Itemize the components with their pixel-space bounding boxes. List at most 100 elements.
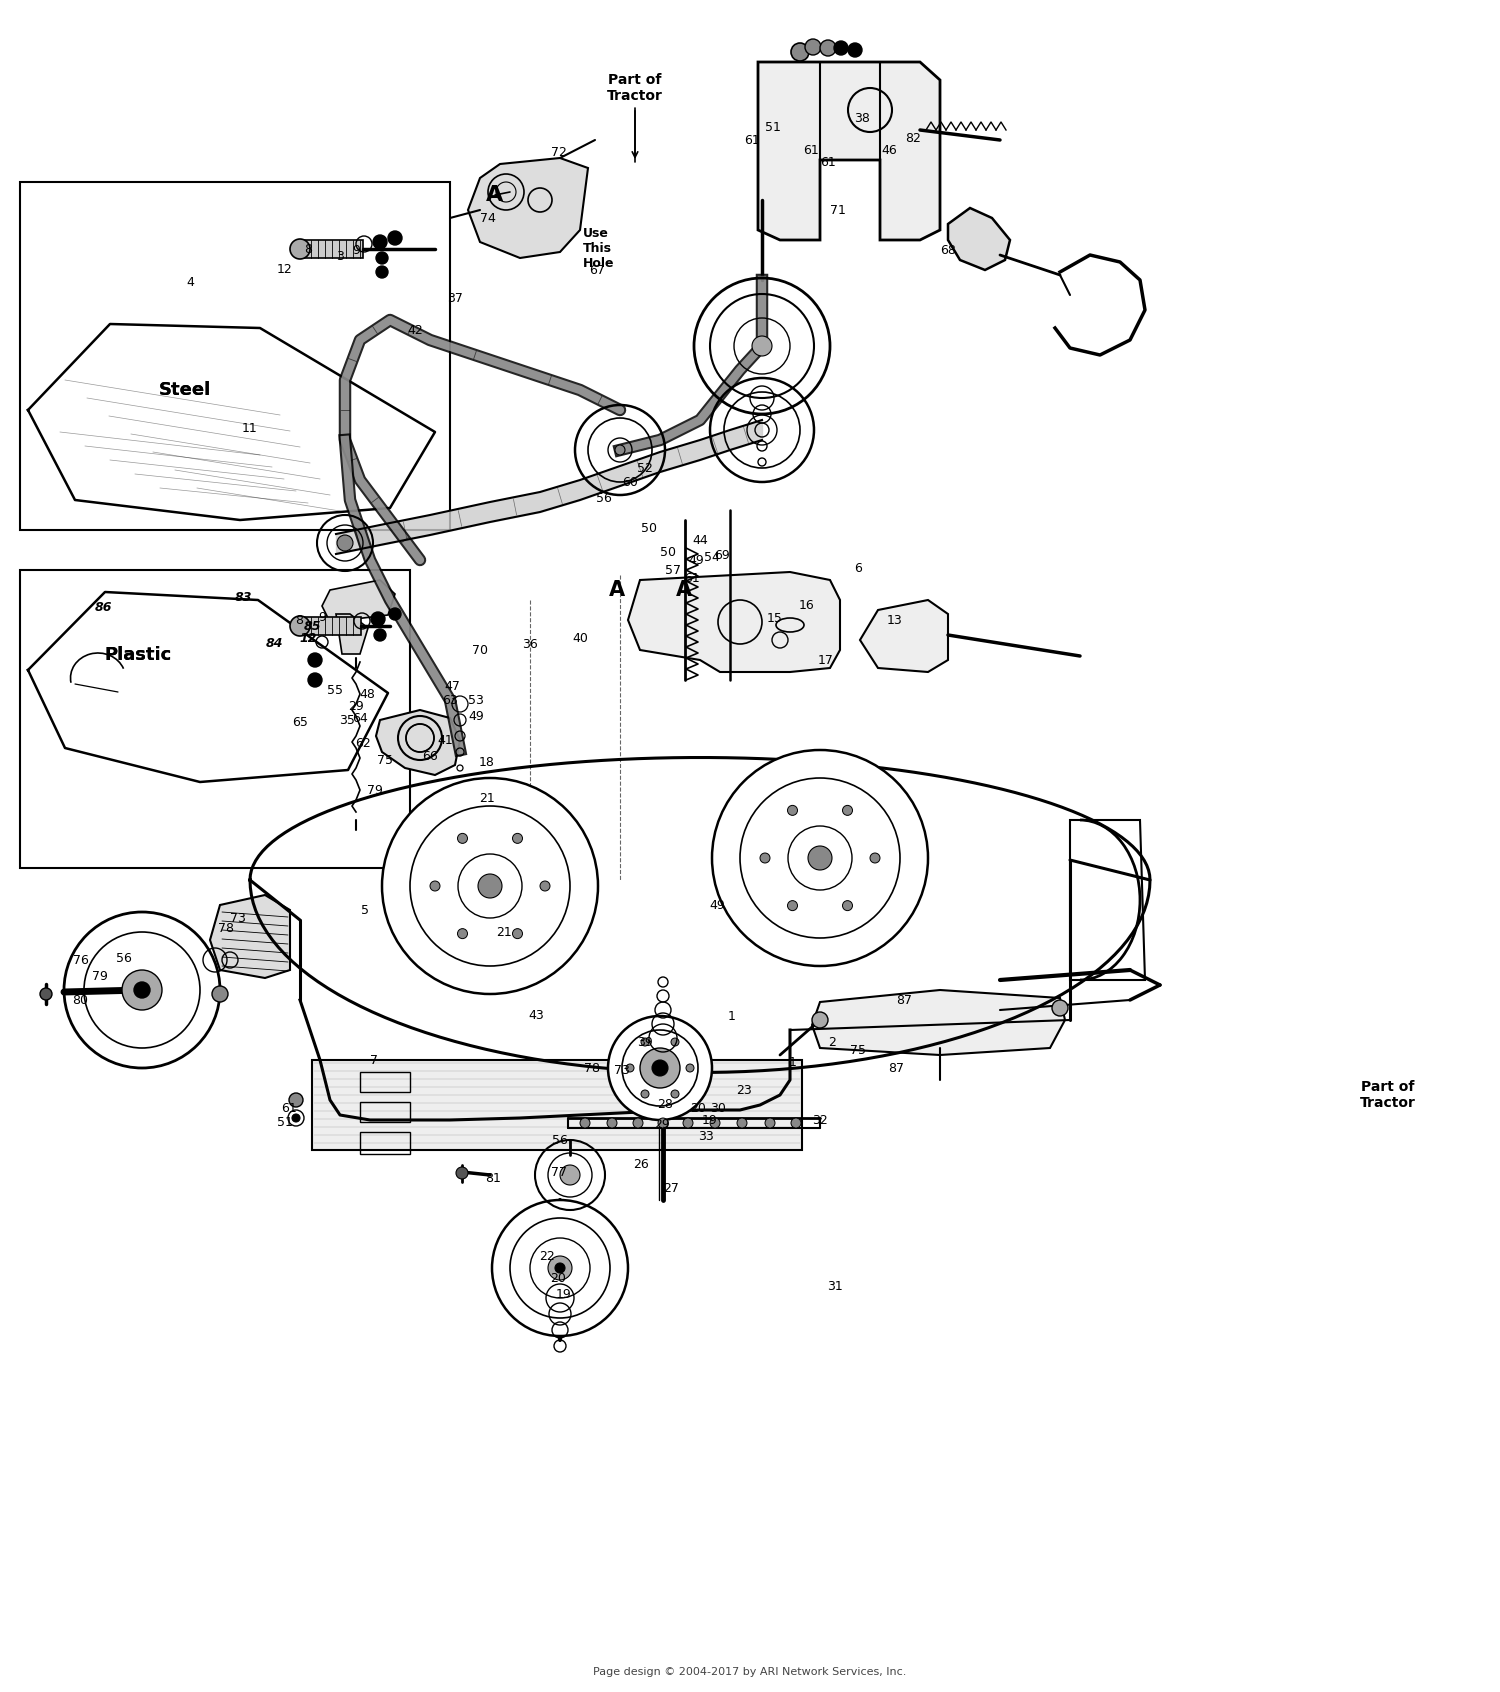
Text: 62: 62 <box>356 736 370 750</box>
Circle shape <box>834 41 848 56</box>
Text: 13: 13 <box>886 614 903 626</box>
Polygon shape <box>628 572 840 672</box>
Text: Plastic: Plastic <box>105 646 171 663</box>
Text: 39: 39 <box>638 1036 652 1049</box>
Text: 20: 20 <box>690 1101 706 1115</box>
Text: 9: 9 <box>352 244 360 257</box>
Text: 32: 32 <box>812 1113 828 1127</box>
Circle shape <box>608 1015 712 1120</box>
Text: 33: 33 <box>698 1130 714 1142</box>
Polygon shape <box>210 895 290 978</box>
Text: 54: 54 <box>704 550 720 563</box>
Circle shape <box>134 981 150 998</box>
Text: 29: 29 <box>348 699 364 712</box>
Circle shape <box>821 41 836 56</box>
Text: 70: 70 <box>472 643 488 656</box>
Text: 66: 66 <box>422 750 438 763</box>
Circle shape <box>640 1037 650 1046</box>
Circle shape <box>658 1118 668 1129</box>
Circle shape <box>580 1118 590 1129</box>
Circle shape <box>752 337 772 355</box>
Circle shape <box>548 1255 572 1281</box>
Circle shape <box>308 673 322 687</box>
Text: 42: 42 <box>406 323 423 337</box>
Bar <box>360 1073 410 1091</box>
Circle shape <box>478 875 502 898</box>
Text: 9: 9 <box>318 611 326 623</box>
Circle shape <box>382 778 598 993</box>
Circle shape <box>122 970 162 1010</box>
Text: 55: 55 <box>327 684 344 697</box>
Text: 36: 36 <box>522 638 538 650</box>
Circle shape <box>870 853 880 863</box>
Text: 12: 12 <box>278 262 292 276</box>
Circle shape <box>513 929 522 939</box>
Text: 19: 19 <box>556 1288 572 1301</box>
Circle shape <box>40 988 53 1000</box>
Circle shape <box>615 445 626 455</box>
Circle shape <box>843 805 852 816</box>
Text: 69: 69 <box>714 548 730 562</box>
Text: 53: 53 <box>468 694 484 707</box>
Circle shape <box>760 853 770 863</box>
Text: Plastic: Plastic <box>105 646 171 663</box>
Circle shape <box>456 1167 468 1179</box>
Text: 48: 48 <box>358 687 375 700</box>
Circle shape <box>626 1064 634 1073</box>
Text: 31: 31 <box>827 1279 843 1293</box>
Circle shape <box>710 1118 720 1129</box>
Text: Use
This
Hole: Use This Hole <box>584 227 615 269</box>
Circle shape <box>790 42 808 61</box>
Text: 56: 56 <box>116 951 132 964</box>
Polygon shape <box>812 990 1065 1056</box>
Text: 86: 86 <box>94 601 111 614</box>
Text: 79: 79 <box>92 970 108 983</box>
Text: 61: 61 <box>802 144 819 156</box>
Text: 16: 16 <box>800 599 814 611</box>
Bar <box>20 183 450 530</box>
Text: 61: 61 <box>821 156 836 169</box>
Circle shape <box>290 616 310 636</box>
Circle shape <box>211 986 228 1002</box>
Text: 85: 85 <box>303 619 321 633</box>
Circle shape <box>374 235 387 249</box>
Circle shape <box>492 1200 628 1337</box>
Text: 3: 3 <box>336 249 344 262</box>
Bar <box>302 618 362 634</box>
Text: 61: 61 <box>280 1101 297 1115</box>
Text: 1: 1 <box>728 1010 736 1022</box>
Text: Steel: Steel <box>159 381 212 399</box>
Text: 87: 87 <box>888 1061 904 1074</box>
Text: 60: 60 <box>622 475 638 489</box>
Text: 22: 22 <box>538 1249 555 1262</box>
Text: 37: 37 <box>447 291 464 305</box>
Text: 46: 46 <box>880 144 897 156</box>
Polygon shape <box>859 601 948 672</box>
Text: Part of
Tractor: Part of Tractor <box>1360 1079 1416 1110</box>
Text: 21: 21 <box>496 926 512 939</box>
Text: 35: 35 <box>339 714 356 726</box>
Circle shape <box>513 834 522 843</box>
Circle shape <box>682 1118 693 1129</box>
Circle shape <box>290 239 310 259</box>
Text: 80: 80 <box>72 993 88 1007</box>
Text: 84: 84 <box>266 636 282 650</box>
Polygon shape <box>948 208 1010 271</box>
Text: 40: 40 <box>572 631 588 645</box>
Text: 50: 50 <box>640 521 657 535</box>
Text: Steel: Steel <box>159 381 212 399</box>
Text: 29: 29 <box>654 1117 670 1130</box>
Circle shape <box>712 750 928 966</box>
Text: 49: 49 <box>468 709 484 722</box>
Text: 56: 56 <box>552 1134 568 1147</box>
Text: Part of
Tractor: Part of Tractor <box>608 73 663 103</box>
Circle shape <box>388 607 400 619</box>
Text: 21: 21 <box>478 792 495 804</box>
Text: A: A <box>486 184 504 205</box>
Circle shape <box>560 1166 580 1184</box>
Circle shape <box>847 42 862 58</box>
Polygon shape <box>336 614 368 655</box>
Circle shape <box>540 882 550 892</box>
Text: 76: 76 <box>74 954 88 966</box>
Text: 8: 8 <box>304 242 312 255</box>
